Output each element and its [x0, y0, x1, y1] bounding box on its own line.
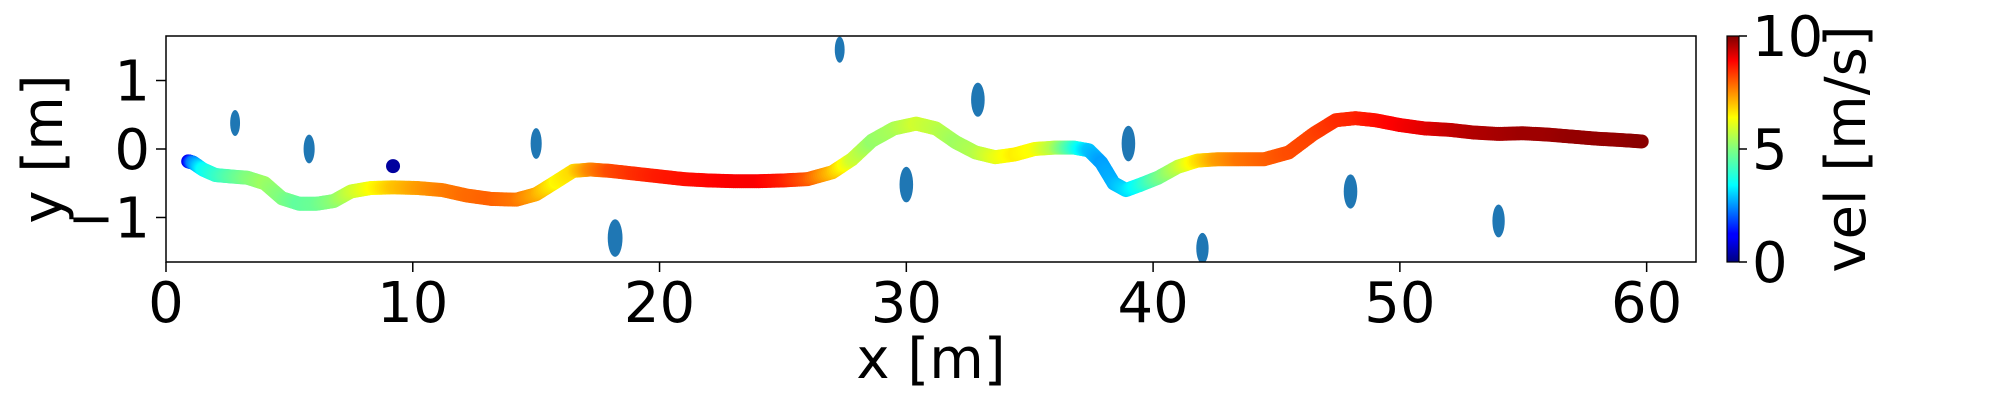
robot-marker [386, 159, 401, 174]
y-tick-label: −1 [67, 186, 150, 251]
x-tick-label: 10 [377, 271, 448, 336]
obstacle-7 [971, 82, 985, 117]
colorbar-tick-label: 10 [1752, 5, 1823, 70]
y-tick-label: 0 [114, 118, 150, 183]
colorbar-tick-label: 0 [1752, 231, 1788, 296]
colorbar-gradient [1726, 35, 1740, 263]
plot-area [165, 35, 1697, 263]
obstacle-10 [1343, 174, 1358, 209]
obstacle-5 [834, 36, 845, 63]
obstacle-9 [1196, 232, 1209, 262]
x-axis: 0 10 20 30 40 50 60 [148, 262, 1682, 336]
x-axis-title: x [m] [856, 327, 1005, 392]
x-tick-label: 50 [1364, 271, 1435, 336]
y-tick-label: 1 [114, 50, 150, 115]
obstacle-4 [607, 219, 623, 257]
y-axis-title: y [m] [11, 74, 76, 223]
colorbar-ticks: 0 5 10 [1739, 5, 1823, 296]
x-tick-label: 30 [871, 271, 942, 336]
obstacle-3 [530, 128, 542, 159]
x-tick-label: 0 [148, 271, 184, 336]
x-tick-label: 40 [1117, 271, 1188, 336]
obstacle-11 [1492, 204, 1505, 238]
obstacle-6 [899, 166, 914, 203]
trajectory-layer [181, 111, 1649, 211]
marker-layer [386, 159, 401, 174]
colorbar-tick-label: 5 [1752, 118, 1788, 183]
colorbar: 0 5 10 vel [m/s] [1726, 5, 1879, 296]
x-tick-label: 60 [1611, 271, 1682, 336]
obstacle-8 [1121, 125, 1136, 162]
colorbar-title: vel [m/s] [1814, 25, 1879, 272]
plot-frame [165, 35, 1697, 263]
obstacle-2 [303, 134, 315, 164]
y-axis: −101 [67, 50, 166, 251]
obstacle-1 [230, 109, 241, 136]
obstacles-layer [230, 36, 1505, 262]
trajectory-point [1634, 134, 1649, 149]
x-tick-label: 20 [624, 271, 695, 336]
